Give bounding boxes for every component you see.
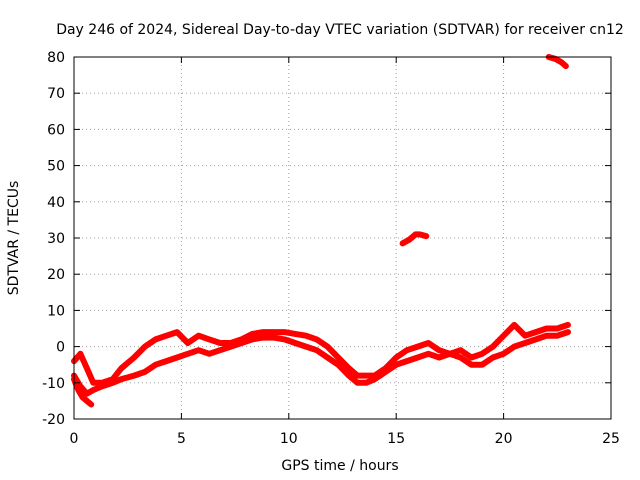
x-tick-label: 15	[387, 431, 405, 447]
x-tick-label: 10	[280, 431, 298, 447]
y-tick-label: 0	[56, 340, 65, 356]
x-tick-label: 25	[602, 431, 620, 447]
series-arc-near-22h	[545, 54, 569, 70]
y-tick-label: -20	[42, 412, 65, 428]
y-tick-label: 60	[47, 122, 65, 138]
grid	[74, 57, 611, 419]
x-tick-label: 20	[495, 431, 513, 447]
y-tick-label: -10	[42, 376, 65, 392]
y-tick-label: 50	[47, 159, 65, 175]
x-axis-label: GPS time / hours	[281, 458, 398, 474]
y-axis-label: SDTVAR / TECUs	[6, 181, 22, 296]
y-tick-label: 30	[47, 231, 65, 247]
series-main-track-low	[71, 329, 571, 397]
y-tick-label: 70	[47, 86, 65, 102]
y-tick-label: 40	[47, 195, 65, 211]
y-tick-label: 80	[47, 50, 65, 66]
y-tick-label: 10	[47, 303, 65, 319]
y-tick-label: 20	[47, 267, 65, 283]
x-tick-label: 5	[177, 431, 186, 447]
series-early-dip	[71, 376, 95, 408]
axis-ticks: 0 5 10 15 20 25 -20 -10 0 10 20 30 40 50 60 70 80	[42, 50, 620, 447]
series-arc-near-16h	[399, 231, 430, 247]
data-series-layer	[71, 54, 571, 408]
series-main-track-high	[71, 321, 571, 386]
x-tick-label: 0	[70, 431, 79, 447]
chart-title: Day 246 of 2024, Sidereal Day-to-day VTE…	[56, 22, 624, 38]
